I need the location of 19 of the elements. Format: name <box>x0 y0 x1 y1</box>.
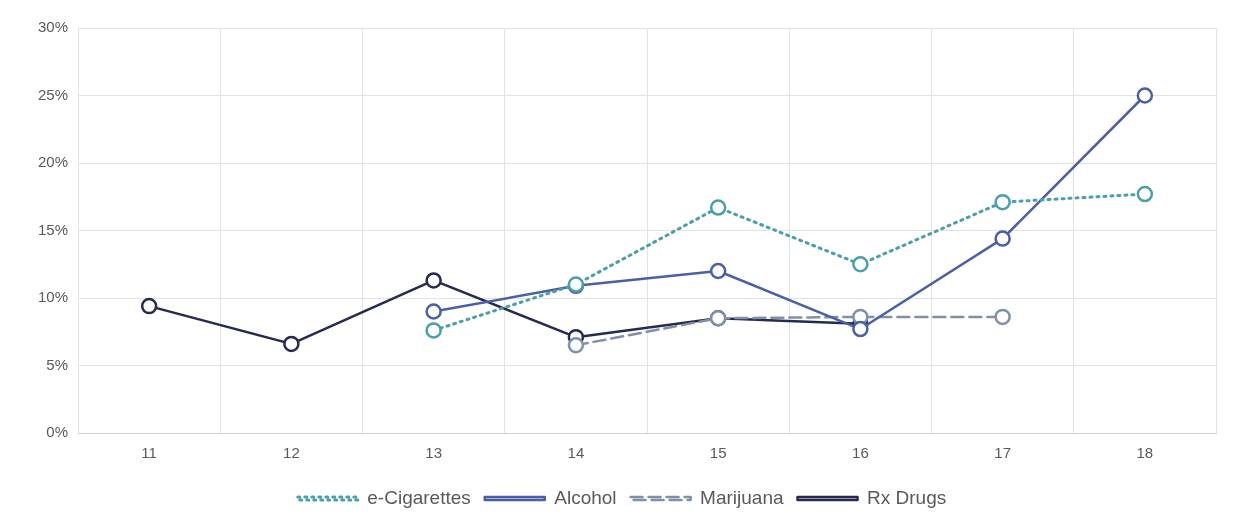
x-tick-label: 15 <box>709 444 727 462</box>
x-tick-label: 17 <box>994 444 1011 462</box>
y-tick-label: 30% <box>37 18 69 36</box>
x-tick-label: 14 <box>567 444 585 462</box>
x-tick-label: 16 <box>852 444 869 462</box>
legend-label: e-Cigarettes <box>367 486 471 508</box>
x-tick-label: 12 <box>283 444 300 462</box>
y-tick-label: 0% <box>46 423 69 441</box>
y-tick-label: 25% <box>37 85 69 103</box>
legend-label: Rx Drugs <box>867 486 947 508</box>
y-tick-label: 15% <box>37 220 69 238</box>
legend-label: Marijuana <box>700 486 784 508</box>
x-tick-label: 11 <box>141 444 157 462</box>
y-tick-label: 5% <box>46 355 69 373</box>
y-tick-label: 20% <box>37 153 69 171</box>
legend-label: Alcohol <box>554 486 617 508</box>
x-tick-label: 13 <box>425 444 442 462</box>
y-tick-label: 10% <box>37 288 69 306</box>
x-tick-label: 18 <box>1136 444 1154 462</box>
